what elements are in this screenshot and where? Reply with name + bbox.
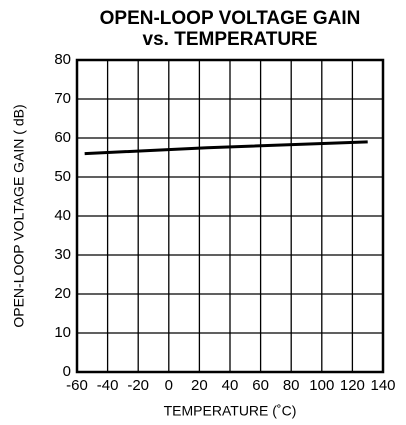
x-tick-label: 40 xyxy=(222,377,239,394)
x-axis-label: TEMPERATURE (˚C) xyxy=(164,403,297,419)
x-tick-label: 140 xyxy=(370,377,395,394)
y-axis-label: OPEN-LOOP VOLTAGE GAIN ( dB) xyxy=(11,104,27,327)
x-tick-label: 60 xyxy=(252,377,269,394)
chart-title: OPEN-LOOP VOLTAGE GAIN xyxy=(100,8,361,29)
x-tick-label: -60 xyxy=(66,377,88,394)
x-tick-label: 100 xyxy=(309,377,334,394)
y-tick-label: 10 xyxy=(54,324,71,341)
y-tick-label: 40 xyxy=(54,207,71,224)
plot-frame xyxy=(75,58,385,374)
y-tick-label: 50 xyxy=(54,168,71,185)
y-tick-label: 20 xyxy=(54,285,71,302)
y-tick-label: 60 xyxy=(54,129,71,146)
x-tick-label: 20 xyxy=(191,377,208,394)
y-tick-label: 30 xyxy=(54,246,71,263)
x-tick-label: 120 xyxy=(340,377,365,394)
y-tick-label: 80 xyxy=(54,51,71,68)
x-tick-label: 80 xyxy=(283,377,300,394)
y-tick-label: 70 xyxy=(54,90,71,107)
data-line xyxy=(84,140,368,156)
x-tick-label: 0 xyxy=(165,377,173,394)
chart-subtitle: vs. TEMPERATURE xyxy=(143,29,318,50)
x-tick-label: -40 xyxy=(97,377,119,394)
y-tick-label: 0 xyxy=(63,363,71,380)
x-tick-label: -20 xyxy=(127,377,149,394)
